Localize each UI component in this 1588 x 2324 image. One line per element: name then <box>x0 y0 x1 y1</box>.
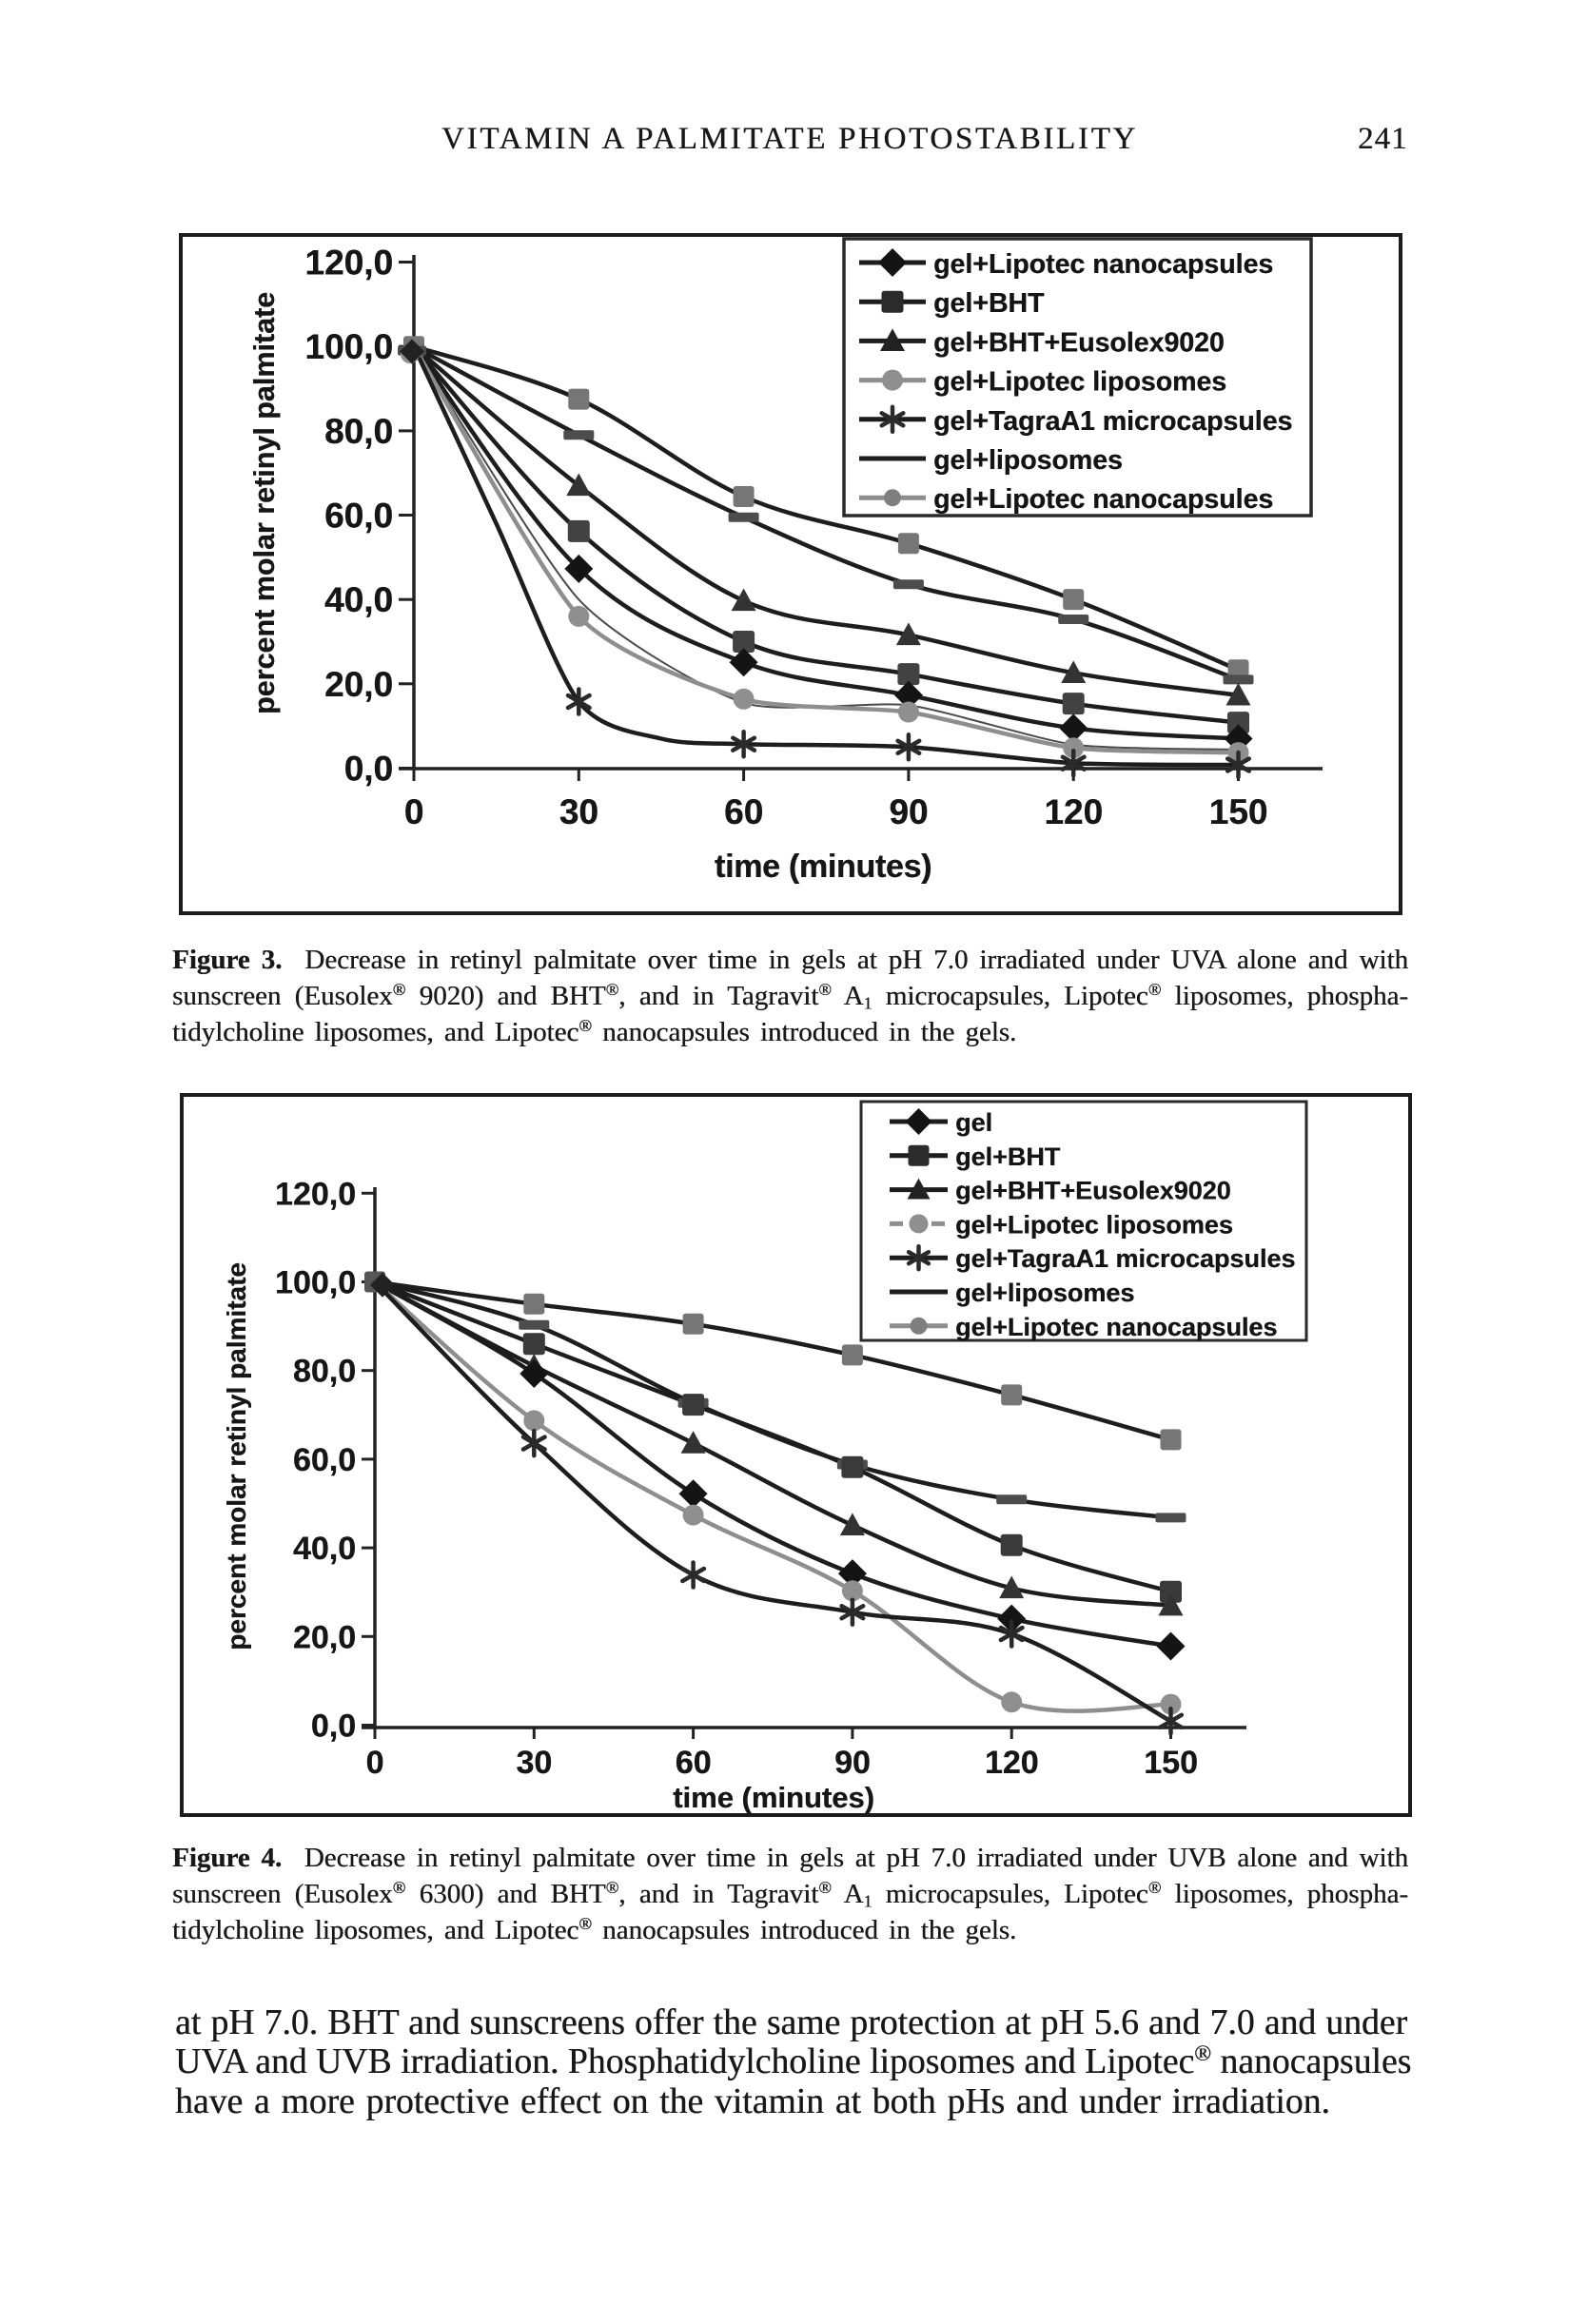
svg-text:30: 30 <box>516 1745 552 1781</box>
svg-text:120,0: 120,0 <box>275 1176 356 1212</box>
svg-text:150: 150 <box>1209 792 1268 831</box>
svg-text:time (minutes): time (minutes) <box>673 1781 874 1814</box>
svg-text:time (minutes): time (minutes) <box>715 849 931 885</box>
svg-text:90: 90 <box>889 792 928 831</box>
svg-text:gel+Lipotec liposomes: gel+Lipotec liposomes <box>955 1210 1233 1239</box>
svg-text:gel: gel <box>955 1108 992 1137</box>
svg-text:gel+Lipotec nanocapsules: gel+Lipotec nanocapsules <box>933 484 1273 515</box>
svg-text:60,0: 60,0 <box>324 497 393 536</box>
svg-text:80,0: 80,0 <box>324 412 393 451</box>
svg-text:0: 0 <box>366 1745 384 1781</box>
svg-text:20,0: 20,0 <box>293 1619 356 1655</box>
svg-text:gel+BHT+Eusolex9020: gel+BHT+Eusolex9020 <box>955 1177 1231 1205</box>
svg-text:gel+Lipotec nanocapsules: gel+Lipotec nanocapsules <box>933 249 1273 280</box>
svg-text:90: 90 <box>834 1745 871 1781</box>
svg-text:80,0: 80,0 <box>293 1354 356 1390</box>
svg-text:0: 0 <box>404 792 424 831</box>
svg-text:40,0: 40,0 <box>293 1531 356 1567</box>
svg-text:60: 60 <box>724 792 763 831</box>
svg-text:percent molar retinyl palmitat: percent molar retinyl palmitate <box>222 1262 251 1650</box>
svg-text:20,0: 20,0 <box>324 665 393 704</box>
svg-text:gel+TagraA1 microcapsules: gel+TagraA1 microcapsules <box>955 1244 1295 1273</box>
svg-text:100,0: 100,0 <box>275 1265 356 1301</box>
svg-text:120: 120 <box>1044 792 1103 831</box>
svg-text:30: 30 <box>559 792 598 831</box>
svg-text:gel+BHT: gel+BHT <box>933 288 1045 319</box>
svg-text:gel+liposomes: gel+liposomes <box>955 1279 1134 1307</box>
svg-text:100,0: 100,0 <box>304 327 393 366</box>
svg-text:gel+BHT: gel+BHT <box>955 1142 1061 1171</box>
svg-text:percent molar retinyl palmitat: percent molar retinyl palmitate <box>248 292 281 714</box>
svg-text:gel+Lipotec liposomes: gel+Lipotec liposomes <box>933 367 1226 398</box>
svg-text:120,0: 120,0 <box>304 244 393 283</box>
svg-text:120: 120 <box>985 1745 1039 1781</box>
svg-text:60,0: 60,0 <box>293 1442 356 1478</box>
svg-text:0,0: 0,0 <box>311 1709 356 1745</box>
svg-text:60: 60 <box>676 1745 712 1781</box>
svg-text:40,0: 40,0 <box>324 580 393 619</box>
svg-text:150: 150 <box>1144 1745 1198 1781</box>
svg-text:gel+BHT+Eusolex9020: gel+BHT+Eusolex9020 <box>933 327 1225 358</box>
svg-text:gel+liposomes: gel+liposomes <box>933 445 1123 476</box>
svg-text:0,0: 0,0 <box>344 750 393 789</box>
svg-text:gel+TagraA1 microcapsules: gel+TagraA1 microcapsules <box>933 406 1292 437</box>
svg-text:gel+Lipotec nanocapsules: gel+Lipotec nanocapsules <box>955 1313 1277 1341</box>
